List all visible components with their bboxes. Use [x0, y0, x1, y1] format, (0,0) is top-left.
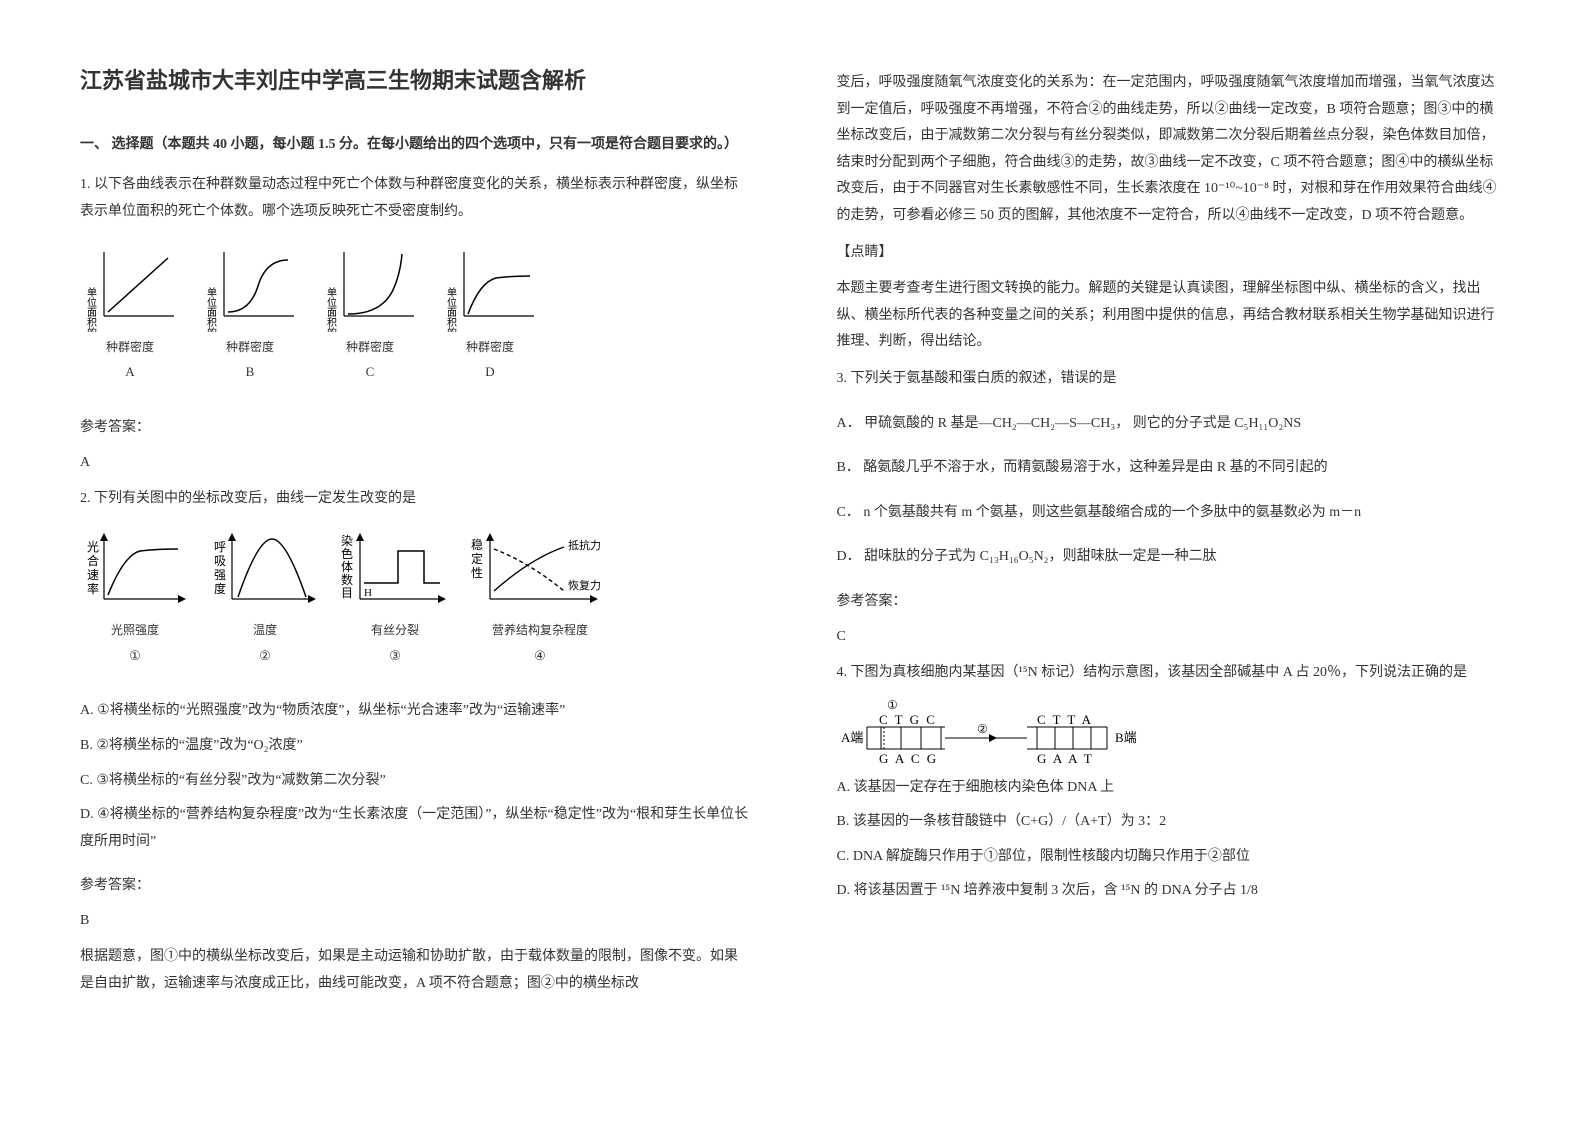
svg-text:吸: 吸 [214, 554, 226, 568]
q4-text-pre: 4. 下图为真核细胞内某基因（ [837, 665, 1019, 680]
q4-optC: C. DNA 解旋酶只作用于①部位，限制性核酸内切酶只作用于②部位 [837, 844, 1508, 871]
q2-answer-label: 参考答案： [80, 873, 751, 900]
svg-text:强: 强 [214, 568, 226, 582]
q1-chart-d: 单位面积的死亡数 种群密度 D [440, 242, 540, 385]
svg-text:目: 目 [341, 586, 353, 600]
svg-text:H: H [364, 587, 372, 599]
q1-chart-c-label: C [366, 360, 375, 385]
svg-text:C T T A: C T T A [1037, 712, 1093, 727]
q3-optC: C． n 个氨基酸共有 m 个氨基，则这些氨基酸缩合成的一个多肽中的氨基数必为 … [837, 500, 1508, 527]
q3-optA: A． 甲硫氨酸的 R 基是—CH₂—CH₂—S—CH₃， 则它的分子式是 C₅H… [837, 411, 1508, 438]
q4-gene-diagram: ① C T G C G A C G A端 ② C T T A [837, 697, 1508, 767]
q4-optD: D. 将该基因置于 ¹⁵N 培养液中复制 3 次后，含 ¹⁵N 的 DNA 分子… [837, 878, 1508, 905]
dianjin-label: 【点睛】 [837, 240, 1508, 267]
q1-chart-a-label: A [125, 360, 134, 385]
svg-text:G A C G: G A C G [879, 751, 938, 766]
section-header: 一、 选择题（本题共 40 小题，每小题 1.5 分。在每小题给出的四个选项中，… [80, 132, 751, 159]
q2-chart-2: 呼 吸 强 度 温度 ② [210, 529, 320, 668]
svg-text:数: 数 [341, 572, 353, 587]
q1-chart-b: 单位面积的死亡数 种群密度 B [200, 242, 300, 385]
svg-text:定: 定 [471, 551, 483, 566]
q2-explanation: 根据题意，图①中的横纵坐标改变后，如果是主动运输和协助扩散，由于载体数量的限制，… [80, 944, 751, 997]
svg-text:性: 性 [471, 566, 483, 580]
svg-text:体: 体 [341, 560, 353, 574]
svg-text:B端: B端 [1115, 730, 1137, 745]
q4-text: 4. 下图为真核细胞内某基因（¹⁵N 标记）结构示意图，该基因全部碱基中 A 占… [837, 660, 1508, 687]
q4-text-post: ）结构示意图，该基因全部碱基中 A 占 20％，下列说法正确的是 [1069, 665, 1467, 680]
svg-text:染: 染 [341, 533, 353, 548]
svg-text:抵抗力: 抵抗力 [568, 538, 601, 552]
q2-c4-xlabel: 营养结构复杂程度 [492, 619, 588, 642]
q2-c1-xlabel: 光照强度 [111, 619, 159, 642]
q1-chart-d-label: D [485, 360, 494, 385]
q2-chart-4: 稳 定 性 抵抗力 恢复力 营养结构复杂程度 ④ [470, 529, 610, 668]
q2-c4-num: ④ [534, 644, 546, 669]
q2-text: 2. 下列有关图中的坐标改变后，曲线一定发生改变的是 [80, 486, 751, 513]
q1-chart-b-xlabel: 种群密度 [226, 336, 274, 359]
q3-text: 3. 下列关于氨基酸和蛋白质的叙述，错误的是 [837, 366, 1508, 393]
q2-chart-1: 光 合 速 率 光照强度 ① [80, 529, 190, 668]
svg-text:单位面积的死亡数: 单位面积的死亡数 [85, 286, 97, 331]
q4-n15: ¹⁵N 标记 [1019, 665, 1070, 680]
q2-optD: D. ④将横坐标的“营养结构复杂程度”改为“生长素浓度（一定范围）”，纵坐标“稳… [80, 802, 751, 855]
q1-chart-b-label: B [246, 360, 255, 385]
left-column: 江苏省盐城市大丰刘庄中学高三生物期末试题含解析 一、 选择题（本题共 40 小题… [80, 60, 751, 1008]
svg-text:色: 色 [341, 547, 353, 561]
q1-text: 1. 以下各曲线表示在种群数量动态过程中死亡个体数与种群密度变化的关系，横坐标表… [80, 172, 751, 225]
q2-c2-xlabel: 温度 [253, 619, 277, 642]
q2-optA: A. ①将横坐标的“光照强度”改为“物质浓度”，纵坐标“光合速率”改为“运输速率… [80, 698, 751, 725]
svg-text:度: 度 [214, 581, 226, 596]
svg-text:②: ② [977, 722, 988, 736]
right-column: 变后，呼吸强度随氧气浓度变化的关系为：在一定范围内，呼吸强度随氧气浓度增加而增强… [837, 60, 1508, 1008]
svg-text:率: 率 [87, 581, 99, 596]
svg-text:G A A T: G A A T [1037, 751, 1094, 766]
q2-c3-num: ③ [389, 644, 401, 669]
q2-optC: C. ③将横坐标的“有丝分裂”改为“减数第二次分裂” [80, 768, 751, 795]
svg-text:呼: 呼 [214, 540, 226, 554]
svg-text:A端: A端 [841, 730, 863, 745]
q2-figure-row: 光 合 速 率 光照强度 ① 呼 吸 强 度 [80, 529, 751, 668]
svg-text:单位面积的死亡数: 单位面积的死亡数 [325, 286, 337, 331]
svg-text:合: 合 [87, 553, 99, 568]
svg-text:恢复力: 恢复力 [568, 578, 601, 592]
dianjin-text: 本题主要考查考生进行图文转换的能力。解题的关键是认真读图，理解坐标图中纵、横坐标… [837, 276, 1508, 356]
svg-text:速: 速 [87, 568, 99, 582]
q1-chart-a: 单位面积的死亡数 种群密度 A [80, 242, 180, 385]
page-title: 江苏省盐城市大丰刘庄中学高三生物期末试题含解析 [80, 60, 751, 102]
q2-c1-num: ① [129, 644, 141, 669]
col2-p1: 变后，呼吸强度随氧气浓度变化的关系为：在一定范围内，呼吸强度随氧气浓度增加而增强… [837, 70, 1508, 230]
q3-answer: C [837, 624, 1508, 651]
q1-chart-d-xlabel: 种群密度 [466, 336, 514, 359]
svg-text:①: ① [887, 698, 898, 712]
q2-answer: B [80, 908, 751, 935]
q1-chart-c-xlabel: 种群密度 [346, 336, 394, 359]
q1-answer: A [80, 450, 751, 477]
q2-c3-xlabel: 有丝分裂 [371, 619, 419, 642]
q2-chart-3: 染 色 体 数 目 H 有丝分裂 ③ [340, 529, 450, 668]
svg-text:稳: 稳 [471, 537, 483, 552]
q4-optA: A. 该基因一定存在于细胞核内染色体 DNA 上 [837, 775, 1508, 802]
q3-optB: B． 酪氨酸几乎不溶于水，而精氨酸易溶于水，这种差异是由 R 基的不同引起的 [837, 455, 1508, 482]
q1-figure-row: 单位面积的死亡数 种群密度 A 单位面积的死亡数 种群密度 B 单位面积的死亡数 [80, 242, 751, 385]
q3-answer-label: 参考答案： [837, 589, 1508, 616]
q1-chart-a-xlabel: 种群密度 [106, 336, 154, 359]
svg-text:C T G C: C T G C [879, 712, 937, 727]
q2-c2-num: ② [259, 644, 271, 669]
q1-answer-label: 参考答案： [80, 415, 751, 442]
q4-optB: B. 该基因的一条核苷酸链中（C+G）/（A+T）为 3：2 [837, 809, 1508, 836]
svg-text:单位面积的死亡数: 单位面积的死亡数 [205, 286, 217, 331]
q1-chart-c: 单位面积的死亡数 种群密度 C [320, 242, 420, 385]
q3-optD: D． 甜味肽的分子式为 C₁₃H₁₆O₅N₂，则甜味肽一定是一种二肽 [837, 544, 1508, 571]
q2-optB: B. ②将横坐标的“温度”改为“O₂浓度” [80, 733, 751, 760]
svg-text:单位面积的死亡数: 单位面积的死亡数 [445, 286, 457, 331]
svg-text:光: 光 [87, 540, 99, 554]
